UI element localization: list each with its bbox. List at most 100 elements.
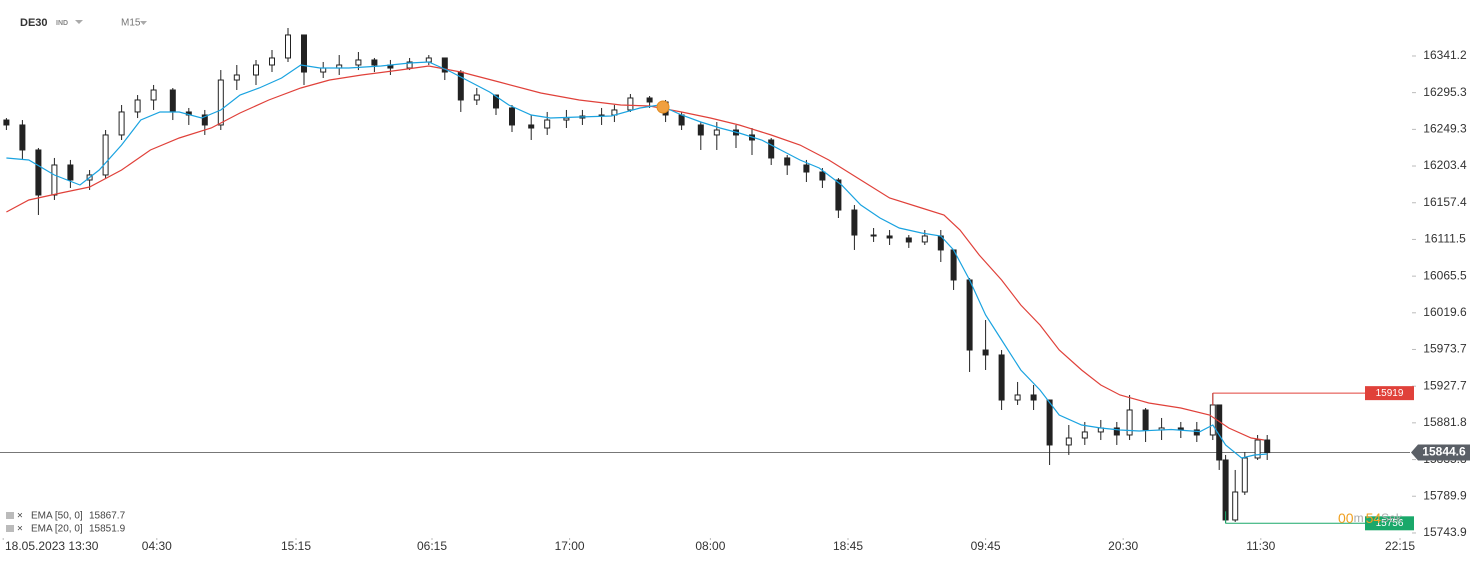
- y-tick-label: 16157.4: [1423, 195, 1467, 209]
- candle-body: [118, 111, 125, 136]
- y-tick-label: 16203.4: [1423, 158, 1467, 172]
- candle-body: [217, 79, 224, 126]
- legend-icon: [6, 525, 14, 532]
- candle-body: [355, 59, 362, 66]
- candle-body: [1264, 439, 1271, 454]
- legend-close: ×: [17, 524, 23, 535]
- candle-body: [966, 279, 973, 351]
- candle-body: [134, 99, 141, 113]
- y-tick-label: 15881.8: [1423, 415, 1467, 429]
- candle-body: [233, 74, 240, 81]
- candle-body: [1254, 439, 1261, 459]
- plot-area: 16341.2 16295.3 16249.3 16203.4 16157.4 16111…: [0, 28, 1467, 553]
- candle-body: [51, 164, 58, 196]
- ema-line: [6, 65, 1265, 441]
- current-price-label: 15844.6: [1422, 445, 1466, 459]
- candle-body: [19, 124, 26, 151]
- x-tick-label: 09:45: [971, 539, 1001, 553]
- event-marker[interactable]: [656, 100, 670, 114]
- candle-body: [102, 134, 109, 176]
- candle-body: [1241, 457, 1248, 493]
- candle-body: [67, 164, 74, 181]
- symbol-dropdown[interactable]: [75, 20, 83, 24]
- x-tick-label: 08:00: [695, 539, 725, 553]
- symbol[interactable]: DE30: [20, 17, 48, 29]
- candle-body: [1046, 399, 1053, 446]
- x-tick-label: 15:15: [281, 539, 311, 553]
- overlay: × EMA [50, 0] 15867.7 × EMA [20, 0] 15851.9 15…: [6, 386, 1470, 535]
- x-tick-label: 20:30: [1108, 539, 1138, 553]
- candle-body: [851, 209, 858, 236]
- legend-value: 15867.7: [89, 511, 126, 522]
- candle-body: [1113, 427, 1120, 436]
- candle-body: [646, 97, 653, 103]
- candle-body: [1222, 459, 1229, 521]
- candle-body: [285, 34, 291, 59]
- legend-label: EMA [20, 0]: [31, 524, 83, 535]
- candle-body: [1216, 404, 1223, 461]
- y-tick-label: 16295.3: [1423, 85, 1467, 99]
- candle-body: [150, 89, 157, 101]
- y-tick-label: 16065.5: [1423, 268, 1467, 282]
- x-tick-label: 22:15: [1385, 539, 1415, 553]
- candle-body: [819, 171, 826, 181]
- candle-body: [921, 235, 928, 243]
- timeframe[interactable]: M15: [121, 18, 141, 29]
- candle-body: [870, 234, 877, 237]
- candle-body: [441, 57, 448, 73]
- candle-body: [563, 117, 570, 121]
- candle-body: [269, 57, 275, 66]
- legend-label: EMA [50, 0]: [31, 511, 83, 522]
- legend-icon: [6, 512, 14, 519]
- candle-body: [320, 67, 327, 73]
- candle-body: [528, 124, 535, 129]
- candle-body: [1014, 394, 1021, 401]
- candle-body: [1209, 404, 1216, 436]
- candle-body: [3, 119, 10, 126]
- candle-body: [905, 237, 912, 243]
- candle-body: [835, 179, 842, 211]
- candle-body: [425, 57, 432, 63]
- x-tick-label: 17:00: [555, 539, 585, 553]
- y-tick-label: 15743.9: [1423, 525, 1467, 539]
- candle-body: [253, 64, 259, 76]
- ema-line: [6, 61, 1268, 459]
- candle-body: [998, 354, 1005, 401]
- candle-body: [301, 34, 307, 73]
- candle-body: [473, 94, 480, 101]
- candle-body: [886, 235, 893, 239]
- candle-body: [493, 94, 499, 109]
- candle-body: [169, 89, 176, 113]
- countdown-seconds: 54: [1366, 510, 1382, 526]
- y-tick-label: 16341.2: [1423, 48, 1467, 62]
- candle-body: [803, 164, 810, 173]
- low-marker-box: [1365, 516, 1414, 531]
- y-tick-label: 16019.6: [1423, 305, 1467, 319]
- countdown-unit: Sek: [1381, 511, 1403, 525]
- candle-body: [1065, 437, 1072, 446]
- current-price-tag: [1411, 444, 1470, 461]
- y-tick-label: 16111.5: [1424, 232, 1466, 246]
- candle-body: [1193, 429, 1200, 436]
- candle-body: [1081, 431, 1088, 439]
- y-tick-label: 15927.7: [1423, 378, 1467, 392]
- candle-body: [713, 129, 720, 136]
- candle-body: [982, 349, 989, 356]
- countdown-minutes: 00: [1338, 510, 1354, 526]
- high-marker-box: [1365, 386, 1414, 401]
- timeframe-dropdown[interactable]: [140, 21, 147, 25]
- candle-body: [1142, 409, 1149, 431]
- low-marker-label: 15756: [1376, 518, 1404, 529]
- candle-body: [678, 114, 685, 126]
- high-marker-label: 15919: [1376, 388, 1404, 399]
- countdown: 00m 54Sek: [1338, 510, 1403, 526]
- legend-close: ×: [17, 511, 23, 522]
- y-tick-label: 15973.7: [1423, 342, 1467, 356]
- x-tick-label: 06:15: [417, 539, 447, 553]
- candle-body: [768, 139, 775, 159]
- candle-body: [201, 114, 208, 126]
- candle-body: [784, 157, 791, 166]
- y-tick-label: 15789.9: [1423, 488, 1467, 502]
- x-tick-label: 04:30: [142, 539, 172, 553]
